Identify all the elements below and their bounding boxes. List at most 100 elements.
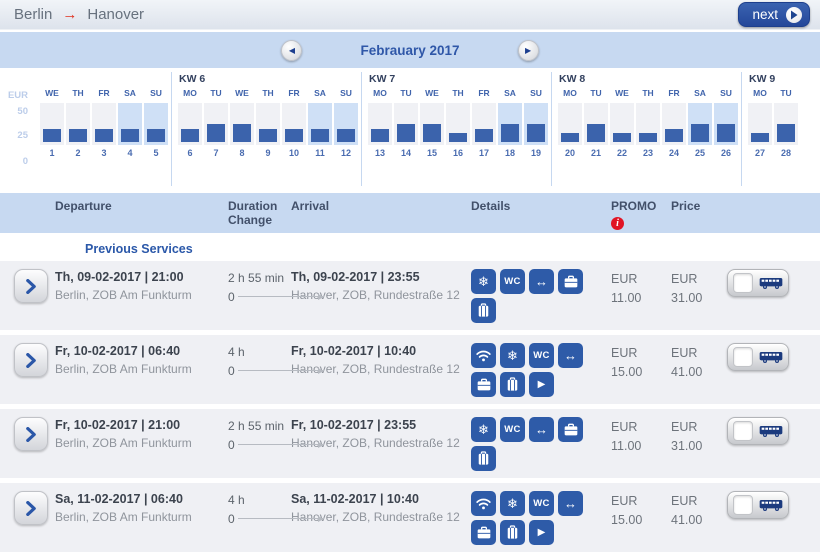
prev-month-button[interactable]: ◀ — [281, 40, 302, 61]
header-arrival: Arrival — [291, 199, 471, 233]
calendar-day-28[interactable]: TU28 — [774, 87, 798, 158]
price-bar — [43, 129, 61, 142]
calendar-day-20[interactable]: MO 20 — [558, 87, 582, 158]
calendar-week: KW 7MO13TU14WE15TH16FR17SA18SU19 — [361, 72, 551, 186]
calendar-day-11[interactable]: SA11 — [308, 87, 332, 158]
y-axis-unit: EUR — [8, 90, 28, 101]
expand-trip-button[interactable] — [14, 491, 48, 525]
day-of-week-label: FR — [662, 87, 686, 100]
calendar-day-16[interactable]: TH16 — [446, 87, 470, 158]
price-bar — [475, 129, 493, 142]
calendar-day-9[interactable]: TH9 — [256, 87, 280, 158]
calendar-week: WE1TH2FR3SA4SU5 — [34, 72, 171, 186]
promo-price: EUR11.00 — [611, 270, 671, 309]
price-bar — [121, 129, 139, 142]
bus-icon — [759, 496, 783, 514]
price-bar-track — [368, 103, 392, 145]
promo-info-icon[interactable]: i — [611, 217, 624, 230]
price-bar-track — [558, 103, 582, 145]
departure-datetime: Sa, 11-02-2017 | 06:40 — [55, 492, 228, 506]
toggle-checkbox[interactable] — [733, 273, 753, 293]
day-number: 25 — [688, 148, 712, 158]
departure-station: Berlin, ZOB Am Funkturm — [55, 510, 228, 524]
day-of-week-label: TU — [584, 87, 608, 100]
calendar-day-15[interactable]: WE15 — [420, 87, 444, 158]
day-number: 26 — [714, 148, 738, 158]
calendar-day-1[interactable]: WE1 — [40, 87, 64, 158]
calendar-day-2[interactable]: TH2 — [66, 87, 90, 158]
next-month-button[interactable]: ▶ — [518, 40, 539, 61]
seat-spacing-icon: ↔ — [529, 417, 554, 442]
wc-icon: WC — [500, 417, 525, 442]
calendar-day-6[interactable]: MO6 — [178, 87, 202, 158]
price-bar-track — [584, 103, 608, 145]
changes-count: 0 — [228, 438, 235, 452]
expand-trip-button[interactable] — [14, 269, 48, 303]
day-of-week-label: TU — [774, 87, 798, 100]
briefcase-icon — [558, 269, 583, 294]
departure-datetime: Fr, 10-02-2017 | 21:00 — [55, 418, 228, 432]
toggle-checkbox[interactable] — [733, 347, 753, 367]
day-number: 17 — [472, 148, 496, 158]
calendar-day-13[interactable]: MO13 — [368, 87, 392, 158]
calendar-day-7[interactable]: TU7 — [204, 87, 228, 158]
price-bar-track — [610, 103, 634, 145]
calendar-day-4[interactable]: SA4 — [118, 87, 142, 158]
calendar-day-17[interactable]: FR17 — [472, 87, 496, 158]
promo-label: PROMO — [611, 199, 671, 213]
previous-services-link[interactable]: Previous Services — [85, 242, 193, 256]
calendar-day-19[interactable]: SU19 — [524, 87, 548, 158]
top-bar: Berlin → Hanover next — [0, 0, 820, 30]
calendar-day-12[interactable]: SU12 — [334, 87, 358, 158]
calendar-day-14[interactable]: TU14 — [394, 87, 418, 158]
calendar-day-25[interactable]: SA25 — [688, 87, 712, 158]
day-of-week-label: FR — [282, 87, 306, 100]
select-trip-toggle[interactable] — [727, 343, 789, 371]
calendar-day-26[interactable]: SU26 — [714, 87, 738, 158]
price-bar — [751, 133, 769, 142]
departure-station: Berlin, ZOB Am Funkturm — [55, 436, 228, 450]
calendar-day-22[interactable]: WE22 — [610, 87, 634, 158]
price-bar — [561, 133, 579, 142]
bus-icon — [759, 348, 783, 366]
toggle-checkbox[interactable] — [733, 495, 753, 515]
regular-price: EUR31.00 — [671, 270, 727, 309]
calendar-day-10[interactable]: FR10 — [282, 87, 306, 158]
select-trip-toggle[interactable] — [727, 491, 789, 519]
suitcase-icon — [471, 298, 496, 323]
expand-trip-button[interactable] — [14, 417, 48, 451]
wifi-icon — [471, 491, 496, 516]
amenity-icons: ❄WC↔▶ — [471, 343, 607, 397]
next-button[interactable]: next — [738, 2, 810, 27]
day-of-week-label: MO — [558, 87, 582, 100]
price-bar — [371, 129, 389, 142]
toggle-checkbox[interactable] — [733, 421, 753, 441]
day-of-week-label: SA — [308, 87, 332, 100]
price-bar-track — [66, 103, 90, 145]
select-trip-toggle[interactable] — [727, 269, 789, 297]
trip-list: Th, 09-02-2017 | 21:00 Berlin, ZOB Am Fu… — [0, 261, 820, 552]
day-number: 13 — [368, 148, 392, 158]
price-bar-track — [230, 103, 254, 145]
arrival-datetime: Th, 09-02-2017 | 23:55 — [291, 270, 471, 284]
calendar-day-3[interactable]: FR3 — [92, 87, 116, 158]
day-number: 4 — [118, 148, 142, 158]
select-trip-toggle[interactable] — [727, 417, 789, 445]
briefcase-icon — [471, 520, 496, 545]
calendar-day-18[interactable]: SA18 — [498, 87, 522, 158]
week-number-label: KW 7 — [368, 72, 548, 87]
calendar-day-5[interactable]: SU5 — [144, 87, 168, 158]
briefcase-icon — [558, 417, 583, 442]
promo-price: EUR15.00 — [611, 492, 671, 531]
calendar-day-27[interactable]: MO27 — [748, 87, 772, 158]
suitcase-icon — [500, 372, 525, 397]
calendar-day-24[interactable]: FR24 — [662, 87, 686, 158]
suitcase-icon — [471, 446, 496, 471]
expand-trip-button[interactable] — [14, 343, 48, 377]
calendar-day-8[interactable]: WE8 — [230, 87, 254, 158]
calendar-day-21[interactable]: TU21 — [584, 87, 608, 158]
day-number: 20 — [558, 148, 582, 158]
price-bar-track — [334, 103, 358, 145]
trip-row-2: Fr, 10-02-2017 | 06:40 Berlin, ZOB Am Fu… — [0, 335, 820, 404]
calendar-day-23[interactable]: TH23 — [636, 87, 660, 158]
